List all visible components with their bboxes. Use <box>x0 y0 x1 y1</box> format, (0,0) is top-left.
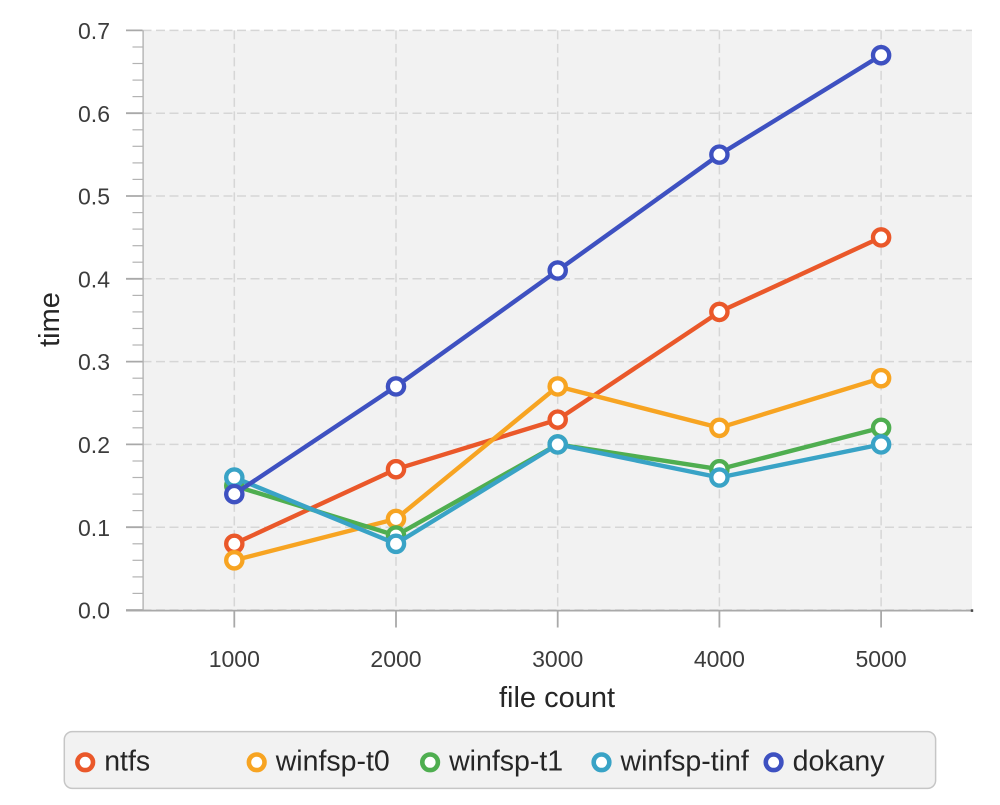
svg-text:winfsp-tinf: winfsp-tinf <box>620 746 749 778</box>
svg-text:1000: 1000 <box>209 646 260 672</box>
svg-text:2000: 2000 <box>370 646 421 672</box>
svg-text:winfsp-t0: winfsp-t0 <box>275 746 390 778</box>
svg-text:0.4: 0.4 <box>78 266 110 292</box>
svg-text:winfsp-t1: winfsp-t1 <box>448 746 563 778</box>
svg-text:0.3: 0.3 <box>78 349 110 375</box>
svg-text:5000: 5000 <box>856 646 907 672</box>
svg-text:3000: 3000 <box>532 646 583 672</box>
svg-text:0.0: 0.0 <box>78 598 110 624</box>
svg-text:ntfs: ntfs <box>104 746 150 778</box>
svg-text:0.5: 0.5 <box>78 184 110 210</box>
svg-text:0.1: 0.1 <box>78 515 110 541</box>
svg-text:file count: file count <box>499 682 615 714</box>
svg-text:0.2: 0.2 <box>78 432 110 458</box>
svg-text:0.6: 0.6 <box>78 101 110 127</box>
svg-text:0.7: 0.7 <box>78 18 110 44</box>
svg-text:dokany: dokany <box>793 746 886 778</box>
svg-text:4000: 4000 <box>694 646 745 672</box>
svg-text:time: time <box>34 292 66 347</box>
